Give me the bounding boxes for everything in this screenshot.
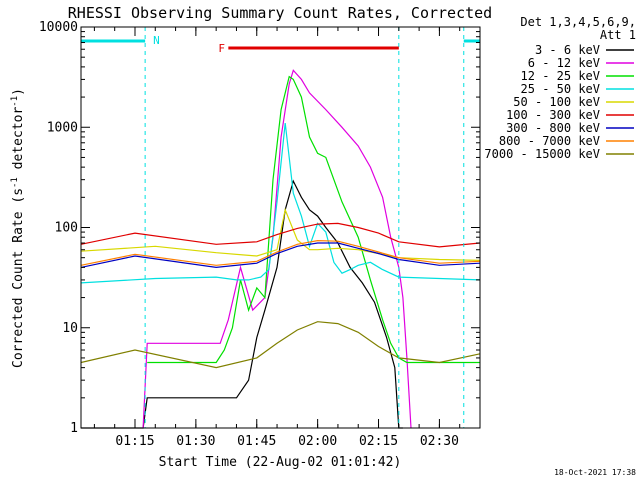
y-axis-label-end: ): [11, 88, 26, 96]
x-tick-label: 01:15: [115, 434, 154, 449]
x-tick-label: 01:30: [176, 434, 215, 449]
flag-label-f: F: [218, 42, 225, 55]
y-tick-label: 10: [62, 321, 78, 336]
legend-label-8: 800 - 7000 keV: [499, 134, 600, 148]
y-axis-label-sup2: -1: [10, 96, 20, 107]
y-tick-label: 1: [70, 421, 78, 436]
series-line-4: [80, 123, 481, 284]
timestamp: 18-Oct-2021 17:38: [554, 468, 636, 477]
legend-label-2: 6 - 12 keV: [528, 56, 600, 70]
series-line-3: [147, 75, 480, 364]
x-tick-label: 02:15: [359, 434, 398, 449]
legend-label-3: 12 - 25 keV: [521, 69, 600, 83]
chart-title: RHESSI Observing Summary Count Rates, Co…: [68, 4, 492, 22]
series-line-8: [80, 239, 481, 266]
y-axis-label: Corrected Count Rate (s-1 detector-1): [10, 88, 26, 368]
x-axis: 01:15 01:30 01:45 02:00 02:15 02:30: [93, 27, 481, 449]
series-line-9: [80, 321, 481, 369]
y-tick-label: 10000: [39, 20, 78, 35]
x-tick-label: 02:00: [298, 434, 337, 449]
x-tick-label: 01:45: [237, 434, 276, 449]
x-axis-label: Start Time (22-Aug-02 01:01:42): [159, 455, 402, 470]
series-line-1: [81, 179, 403, 429]
series-layer: [80, 69, 481, 429]
series-line-2: [142, 69, 412, 429]
flag-label-n: N: [153, 34, 160, 47]
y-axis-label-sup1: -1: [10, 177, 20, 188]
x-tick-label: 02:30: [420, 434, 459, 449]
legend-label-9: 7000 - 15000 keV: [484, 147, 600, 161]
legend-label-6: 100 - 300 keV: [506, 108, 600, 122]
flags-layer: NF: [81, 27, 480, 428]
legend-header-line2: Att 1: [600, 28, 636, 42]
legend-header-line1: Det 1,3,4,5,6,9,: [520, 15, 636, 29]
legend-label-5: 50 - 100 keV: [513, 95, 600, 109]
y-axis-label-mid: detector: [11, 107, 26, 178]
y-tick-label: 100: [55, 221, 78, 236]
legend-label-4: 25 - 50 keV: [521, 82, 600, 96]
y-axis: 1 10 100 1000 10000: [39, 20, 480, 436]
legend-label-7: 300 - 800 keV: [506, 121, 600, 135]
plot-frame: [80, 26, 481, 429]
legend-label-1: 3 - 6 keV: [535, 43, 600, 57]
y-axis-label-main: Corrected Count Rate (s: [11, 188, 26, 368]
series-line-6: [80, 222, 481, 248]
y-tick-label: 1000: [47, 120, 78, 135]
